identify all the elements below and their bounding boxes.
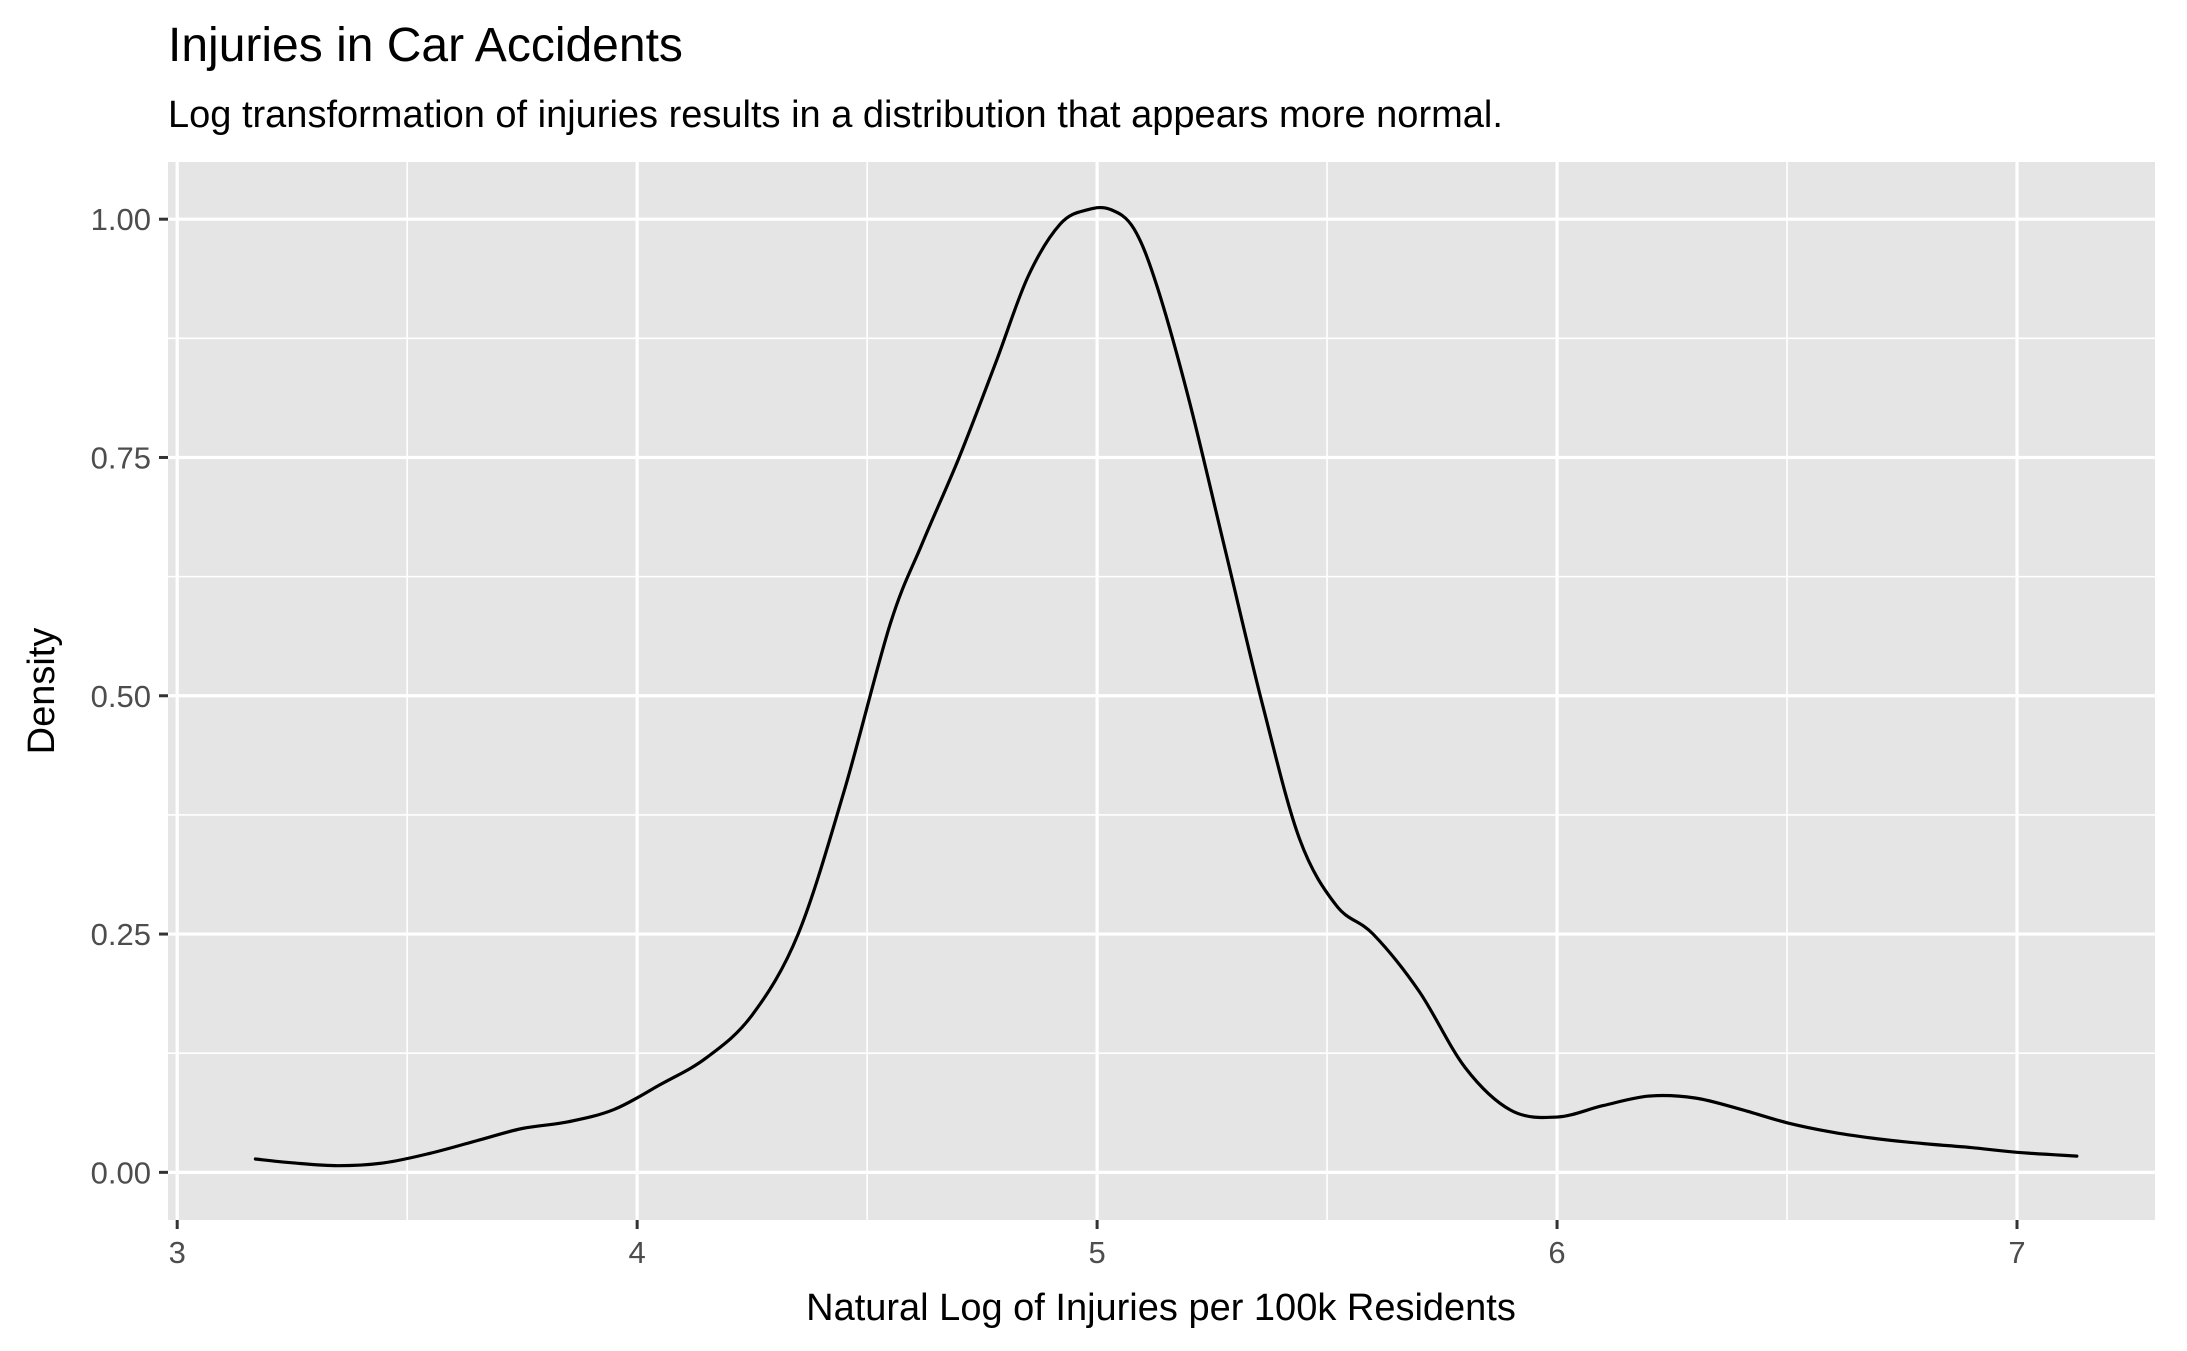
y-axis: 0.00 0.25 0.50 0.75 1.00	[91, 202, 168, 1190]
x-tick-label: 4	[629, 1235, 646, 1270]
y-tick-label: 0.00	[91, 1155, 151, 1190]
y-tick-label: 1.00	[91, 202, 151, 237]
x-tick-label: 5	[1088, 1235, 1105, 1270]
x-tick-label: 6	[1548, 1235, 1565, 1270]
y-tick-label: 0.50	[91, 679, 151, 714]
y-axis-title: Density	[21, 628, 63, 755]
chart-title: Injuries in Car Accidents	[168, 19, 683, 72]
x-tick-label: 7	[2008, 1235, 2025, 1270]
density-curve	[253, 205, 2079, 1168]
x-axis: 3 4 5 6 7	[169, 1220, 2026, 1270]
y-tick-label: 0.25	[91, 917, 151, 952]
x-axis-title: Natural Log of Injuries per 100k Residen…	[806, 1287, 1516, 1329]
chart-subtitle: Log transformation of injuries results i…	[168, 94, 1503, 136]
x-tick-label: 3	[169, 1235, 186, 1270]
plot-panel	[168, 162, 2155, 1220]
minor-gridlines	[168, 162, 2155, 1220]
y-tick-label: 0.75	[91, 440, 151, 475]
major-gridlines	[168, 162, 2155, 1220]
